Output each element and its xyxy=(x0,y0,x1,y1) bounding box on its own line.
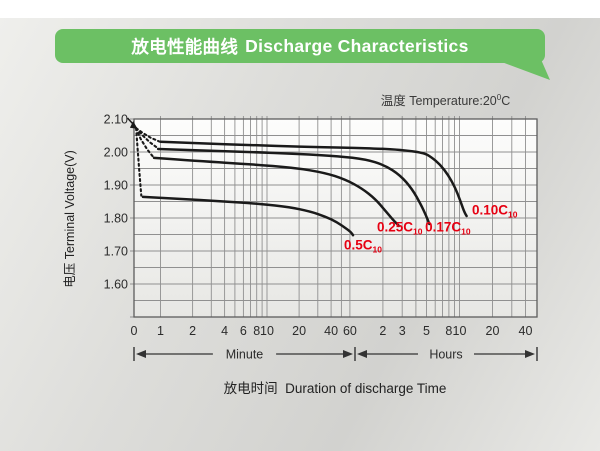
curve-0.25C10-initial-dip xyxy=(135,127,155,159)
start-arrowhead xyxy=(129,121,138,129)
y-tick-label: 1.70 xyxy=(104,245,128,259)
x-tick-label-hour: 2 xyxy=(379,324,386,338)
y-tick-label: 1.80 xyxy=(104,212,128,226)
series-label-0.5C10: 0.5C10 xyxy=(344,238,382,255)
arrowhead-right xyxy=(343,350,353,358)
header-banner: 放电性能曲线 Discharge Characteristics xyxy=(55,29,545,63)
temperature-degree-sup: 0 xyxy=(496,92,502,102)
y-tick-label: 1.60 xyxy=(104,278,128,292)
y-tick-label: 2.10 xyxy=(104,113,128,127)
x-tick-label-minute: 40 xyxy=(324,324,338,338)
arrowhead-left xyxy=(357,350,367,358)
x-tick-label-minute: 1 xyxy=(157,324,164,338)
y-tick-label: 2.00 xyxy=(104,146,128,160)
x-tick-label-minute: 2 xyxy=(189,324,196,338)
temperature-annotation: 温度 Temperature:200C xyxy=(358,90,533,109)
temperature-unit: C xyxy=(501,94,511,108)
x-tick-label-minute: 6 xyxy=(240,324,247,338)
discharge-curves xyxy=(135,127,468,237)
start-arrow xyxy=(126,117,138,129)
x-tick-label-minute: 20 xyxy=(292,324,306,338)
x-tick-label-minute: 60 xyxy=(343,324,357,338)
y-tick-label: 1.90 xyxy=(104,179,128,193)
curve-0.5C10 xyxy=(141,195,355,237)
x-tick-label-hour: 20 xyxy=(486,324,500,338)
series-label-0.25C10: 0.25C10 xyxy=(377,219,423,236)
curve-0.17C10 xyxy=(156,147,431,226)
x-tick-label-minute: 0 xyxy=(131,324,138,338)
series-label-0.17C10: 0.17C10 xyxy=(425,219,471,236)
curve-0.10C10-initial-dip xyxy=(135,127,161,143)
arrowhead-right xyxy=(525,350,535,358)
axis-section-label-hours: Hours xyxy=(429,348,462,362)
curve-0.10C10 xyxy=(159,140,468,218)
header-title-en: Discharge Characteristics xyxy=(245,35,469,56)
temperature-text: 温度 Temperature:20 xyxy=(380,94,497,108)
start-arrow-line xyxy=(126,117,134,125)
tick-labels: 2.102.001.901.801.701.600 1 2 4 6 8 10 20 40 60 2 3… xyxy=(104,113,533,339)
x-tick-label-hour: 3 xyxy=(399,324,406,338)
arrowhead-left xyxy=(136,350,146,358)
series-label-0.10C10: 0.10C10 xyxy=(472,203,518,220)
x-tick-label-hour: 10 xyxy=(453,324,467,338)
x-tick-label-hour: 40 xyxy=(519,324,533,338)
curve-0.25C10 xyxy=(152,156,401,228)
x-tick-label-minute: 4 xyxy=(221,324,228,338)
header-title-zh: 放电性能曲线 xyxy=(131,36,239,57)
plot-border xyxy=(133,118,538,318)
x-tick-label-minute: 8 xyxy=(253,324,260,338)
x-tick-label-minute: 10 xyxy=(260,324,274,338)
axis-section-label-minute: Minute xyxy=(226,348,264,362)
curve-0.5C10-initial-dip xyxy=(135,127,143,197)
curve-0.17C10-initial-dip xyxy=(135,127,159,150)
x-tick-label-hour: 5 xyxy=(423,324,430,338)
axis-section-arrows: Minute Hours xyxy=(133,347,538,362)
x-tick-label-hour: 8 xyxy=(445,324,452,338)
x-axis-title: 放电时间 Duration of discharge Time xyxy=(223,381,447,396)
